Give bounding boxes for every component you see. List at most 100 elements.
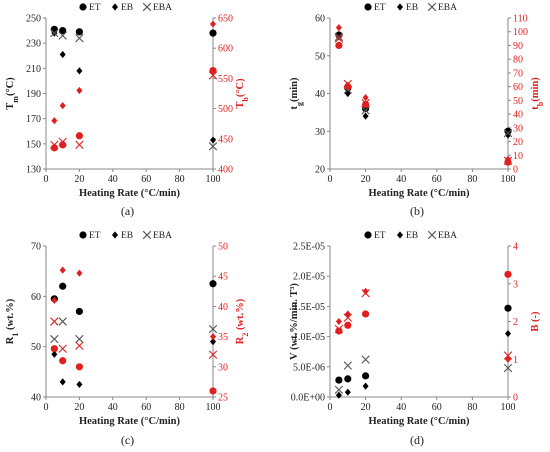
legend-marker-eba — [142, 2, 152, 12]
data-point-eba-left — [75, 334, 84, 344]
y2-tick-label: 500 — [218, 104, 233, 115]
data-point-eba-left — [361, 355, 370, 364]
y2-axis-title: B (-) — [530, 311, 541, 332]
data-point-et-right — [344, 321, 352, 329]
data-point-eb-left — [210, 338, 216, 346]
data-point-eb-left — [59, 50, 66, 59]
data-point-eba-right — [50, 317, 59, 326]
data-point-eb-right — [76, 269, 83, 277]
y2-tick-label: 20 — [513, 137, 523, 148]
y2-tick-label: 70 — [513, 68, 523, 79]
data-point-eb-left — [344, 89, 351, 98]
y2-tick-label: 60 — [513, 82, 523, 93]
data-point-eb-left — [505, 131, 511, 139]
legend-marker-eb — [397, 3, 403, 11]
legend-label-eb: EB — [121, 231, 133, 241]
legend: ET EB EBA — [364, 2, 457, 13]
legend-label-et: ET — [89, 231, 101, 241]
legend: ET EB EBA — [364, 230, 457, 241]
data-point-eba-right — [361, 98, 370, 108]
y2-tick-label: 80 — [513, 55, 523, 66]
panel-label: (b) — [410, 204, 424, 218]
y-tick-label: 150 — [26, 139, 41, 150]
y-tick-label: 30 — [315, 127, 325, 138]
legend-marker-et — [79, 231, 87, 239]
y2-tick-label: 0 — [513, 165, 518, 176]
data-point-et-left — [59, 26, 67, 35]
data-point-et-left — [209, 29, 217, 37]
x-tick-label: 40 — [108, 174, 118, 185]
x-tick-label: 100 — [501, 174, 516, 185]
y-tick-label: 2.5E-05 — [293, 242, 325, 253]
y2-tick-label: 30 — [218, 362, 228, 373]
data-point-et-left — [75, 28, 83, 36]
data-point-et-left — [209, 280, 217, 288]
legend-label-eba: EBA — [438, 231, 457, 241]
y2-tick-label: 450 — [218, 134, 233, 145]
x-tick-label: 80 — [467, 174, 477, 185]
y2-tick-label: 1 — [513, 355, 518, 366]
y-tick-label: 170 — [26, 114, 41, 125]
data-point-eba-right — [58, 344, 67, 353]
y2-tick-label: 2 — [513, 317, 518, 328]
chart-panel-d: 0 20 40 60 80 1000.0E+005.0E-061.0E-051.5E-05… — [289, 230, 541, 447]
data-point-eba-left — [503, 363, 513, 373]
panel-label: (c) — [121, 433, 134, 447]
x-tick-label: 100 — [501, 402, 516, 413]
data-point-eba-left — [334, 32, 344, 42]
x-tick-label: 20 — [361, 402, 371, 413]
data-point-eb-left — [505, 329, 511, 338]
data-point-et-right — [59, 357, 67, 365]
x-tick-label: 0 — [44, 174, 49, 185]
y2-tick-label: 25 — [218, 393, 228, 404]
x-tick-label: 40 — [108, 402, 118, 413]
y2-tick-label: 40 — [513, 110, 523, 121]
y-tick-label: 230 — [26, 39, 41, 50]
y2-tick-label: 3 — [513, 279, 518, 290]
y-tick-label: 70 — [31, 242, 41, 253]
y2-tick-label: 35 — [218, 332, 228, 343]
chart-panel-a: 0 20 40 60 80 100 130 150 170 190 210 230 250 400 450 5… — [5, 2, 250, 218]
data-point-eb-right — [59, 266, 66, 274]
y2-tick-label: 650 — [218, 14, 233, 25]
data-point-eb-right — [51, 296, 58, 304]
y2-tick-label: 40 — [218, 302, 228, 313]
y2-tick-label: 100 — [513, 27, 528, 38]
data-point-et-right — [362, 310, 370, 318]
data-point-eb-right — [335, 24, 342, 32]
panel-label: (a) — [121, 204, 134, 218]
data-point-et-left — [75, 307, 83, 316]
y-tick-label: 5.0E-06 — [293, 362, 325, 373]
data-point-eb-right — [76, 86, 83, 95]
data-point-eb-right — [210, 20, 216, 28]
data-point-eb-left — [362, 112, 369, 120]
data-point-et-right — [75, 132, 83, 140]
y2-axis-title: Tb(°C) — [235, 78, 250, 109]
legend-label-et: ET — [89, 3, 101, 13]
legend-label-et: ET — [374, 231, 386, 241]
data-point-eb-left — [335, 391, 342, 399]
data-point-eb-right — [505, 155, 511, 163]
legend: ET EB EBA — [79, 2, 172, 13]
data-point-eb-left — [59, 378, 66, 386]
data-point-eb-right — [335, 317, 342, 326]
data-point-eba-right — [343, 313, 352, 322]
x-tick-label: 100 — [206, 174, 221, 185]
x-tick-label: 20 — [74, 174, 84, 185]
legend-marker-et — [79, 3, 87, 11]
data-point-et-right — [50, 345, 58, 353]
data-point-eba-left — [334, 385, 344, 394]
data-point-eb-right — [344, 81, 351, 89]
x-tick-label: 40 — [396, 402, 406, 413]
y-tick-label: 210 — [26, 64, 41, 75]
data-point-eba-right — [343, 79, 352, 89]
legend-label-eba: EBA — [438, 3, 457, 13]
data-point-eb-left — [344, 388, 351, 396]
legend-marker-et — [364, 3, 372, 11]
y2-tick-label: 50 — [218, 242, 228, 253]
data-point-eba-right — [208, 350, 218, 359]
data-point-eba-right — [58, 137, 67, 147]
data-point-eba-left — [75, 33, 84, 43]
data-point-eb-left — [210, 136, 216, 144]
panel-label: (d) — [410, 433, 424, 447]
